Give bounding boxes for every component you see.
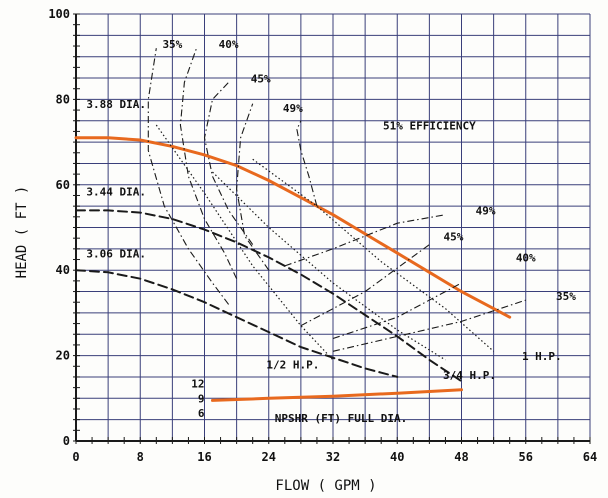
y-tick-label: 20 <box>56 349 70 363</box>
efficiency-curve <box>284 214 446 267</box>
x-tick-label: 32 <box>326 450 340 464</box>
x-tick-label: 0 <box>72 450 79 464</box>
annotation-label: 40% <box>516 252 536 265</box>
power-line <box>212 171 446 361</box>
y-tick-label: 80 <box>56 92 70 106</box>
power-line <box>155 124 334 361</box>
x-axis-title: FLOW ( GPM ) <box>275 478 376 494</box>
annotation-label: 51% EFFICIENCY <box>383 119 476 132</box>
y-axis-title: HEAD ( FT ) <box>14 186 30 279</box>
annotation-label: 35% <box>556 290 576 303</box>
efficiency-curve <box>296 120 318 207</box>
efficiency-curve <box>332 282 462 340</box>
y-tick-label: 60 <box>56 178 70 192</box>
annotation-label: 1/2 H.P. <box>266 358 319 371</box>
x-tick-label: 8 <box>137 450 144 464</box>
series-line <box>75 209 463 383</box>
tick-layer: 0 8 16 24 32 40 48 56 64 0 20 40 60 80 100 <box>48 7 597 464</box>
x-tick-label: 24 <box>262 450 276 464</box>
annotation-label: 1 H.P. <box>522 350 562 363</box>
annotation-label: 3/4 H.P. <box>443 369 496 382</box>
power-line <box>252 158 494 352</box>
x-tick-label: 48 <box>454 450 468 464</box>
annotation-label: 40% <box>219 38 239 51</box>
grid <box>75 13 591 442</box>
efficiency-curve <box>300 244 430 327</box>
annotation-label: 49% <box>283 102 303 115</box>
annotation-label: 45% <box>251 72 271 85</box>
x-tick-label: 16 <box>197 450 211 464</box>
annotation-label: 45% <box>444 230 464 243</box>
annotation-label: 3.06 DIA. <box>86 247 146 260</box>
npsh-scale-label: 12 <box>191 377 204 390</box>
x-tick-label: 56 <box>519 450 533 464</box>
efficiency-curve <box>203 81 254 245</box>
efficiency-curve <box>179 48 238 279</box>
x-tick-label: 64 <box>583 450 597 464</box>
annotation-label: 49% <box>476 205 496 218</box>
efficiency-curve <box>236 103 270 271</box>
series-layer <box>74 48 526 402</box>
series-line <box>75 269 399 378</box>
y-tick-label: 100 <box>48 7 70 21</box>
annotation-layer: 12 9 6 35% 40% 45% 49% 51% EFFICIENCY 3.88 DIA. 3… <box>86 38 576 425</box>
annotation-label: 3.44 DIA. <box>86 185 146 198</box>
y-tick-label: 40 <box>56 263 70 277</box>
annotation-label: 3.88 DIA. <box>86 98 146 111</box>
y-tick-label: 0 <box>63 434 70 448</box>
efficiency-curve <box>332 299 526 352</box>
npsh-scale-label: 6 <box>198 407 205 420</box>
series-line <box>74 136 512 319</box>
annotation-label: 35% <box>162 38 182 51</box>
npsh-scale-label: 9 <box>198 392 205 405</box>
annotation-label: NPSHR (FT) FULL DIA. <box>275 412 407 425</box>
efficiency-curve <box>147 48 230 305</box>
x-tick-label: 40 <box>390 450 404 464</box>
series-line <box>211 388 463 402</box>
